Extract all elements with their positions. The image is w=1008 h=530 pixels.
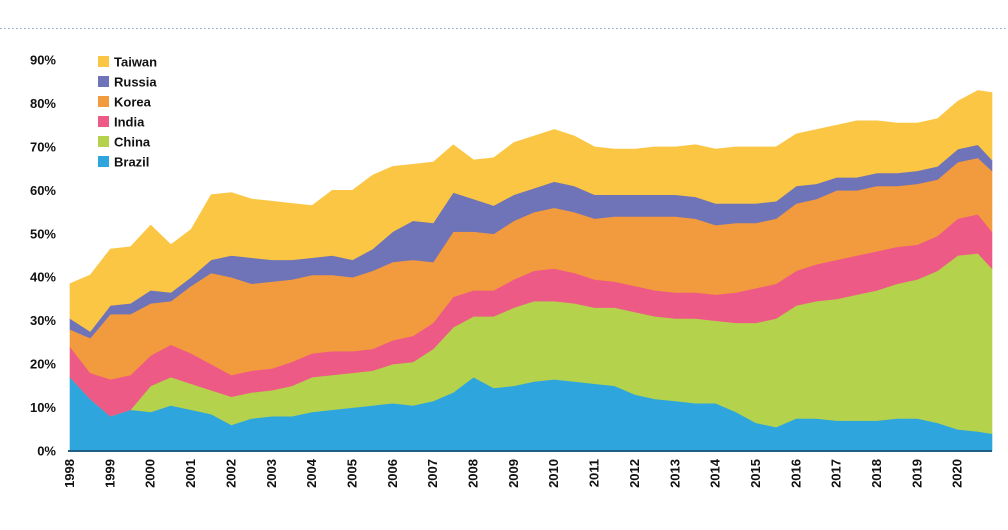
x-tick-label: 2002 [223,459,238,488]
legend: Taiwan Russia Korea India China Brazil [98,55,157,170]
y-tick-label: 70% [30,139,56,154]
x-tick-label: 2009 [506,459,521,488]
legend-swatch-china [98,136,109,147]
area-taiwan [69,90,993,332]
x-tick-label: 2000 [143,459,158,488]
x-tick-label: 2019 [909,459,924,488]
x-tick-label: 2010 [546,459,561,488]
x-tick-label: 2005 [344,459,359,488]
legend-label-brazil: Brazil [114,155,149,170]
x-tick-label: 2003 [264,459,279,488]
y-tick-label: 30% [30,313,56,328]
x-tick-label: 2020 [950,459,965,488]
x-tick-label: 2013 [667,459,682,488]
y-tick-label: 80% [30,96,56,111]
legend-label-taiwan: Taiwan [114,55,157,70]
x-tick-label: 2011 [587,459,602,487]
x-tick-label: 2007 [425,459,440,488]
x-tick-label: 2017 [829,459,844,488]
legend-label-russia: Russia [114,75,157,90]
x-tick-label: 2012 [627,459,642,488]
x-tick-label: 2008 [466,459,481,488]
y-tick-label: 60% [30,183,56,198]
legend-label-korea: Korea [114,95,152,110]
x-tick-label: 2016 [788,459,803,488]
legend-swatch-taiwan [98,56,109,67]
x-tick-label: 1998 [62,459,77,488]
x-axis: 1998 1999 2000 2001 2002 2003 2004 2005 2006 2007… [62,458,965,488]
x-tick-label: 2014 [708,458,723,488]
y-tick-label: 40% [30,270,56,285]
x-tick-label: 2018 [869,459,884,488]
y-tick-label: 10% [30,400,56,415]
legend-swatch-brazil [98,156,109,167]
legend-swatch-india [98,116,109,127]
legend-swatch-russia [98,76,109,87]
legend-label-india: India [114,115,145,130]
area-series-group [69,90,993,452]
y-tick-label: 20% [30,357,56,372]
x-tick-label: 2001 [183,459,198,488]
y-axis: 0% 10% 20% 30% 40% 50% 60% 70% 80% 90% [30,53,56,459]
y-tick-label: 0% [37,444,56,459]
legend-swatch-korea [98,96,109,107]
legend-label-china: China [114,135,151,150]
x-tick-label: 1999 [102,459,117,488]
y-tick-label: 50% [30,226,56,241]
x-tick-label: 2004 [304,458,319,488]
y-tick-label: 90% [30,53,56,68]
x-tick-label: 2006 [385,459,400,488]
x-tick-label: 2015 [748,459,763,488]
